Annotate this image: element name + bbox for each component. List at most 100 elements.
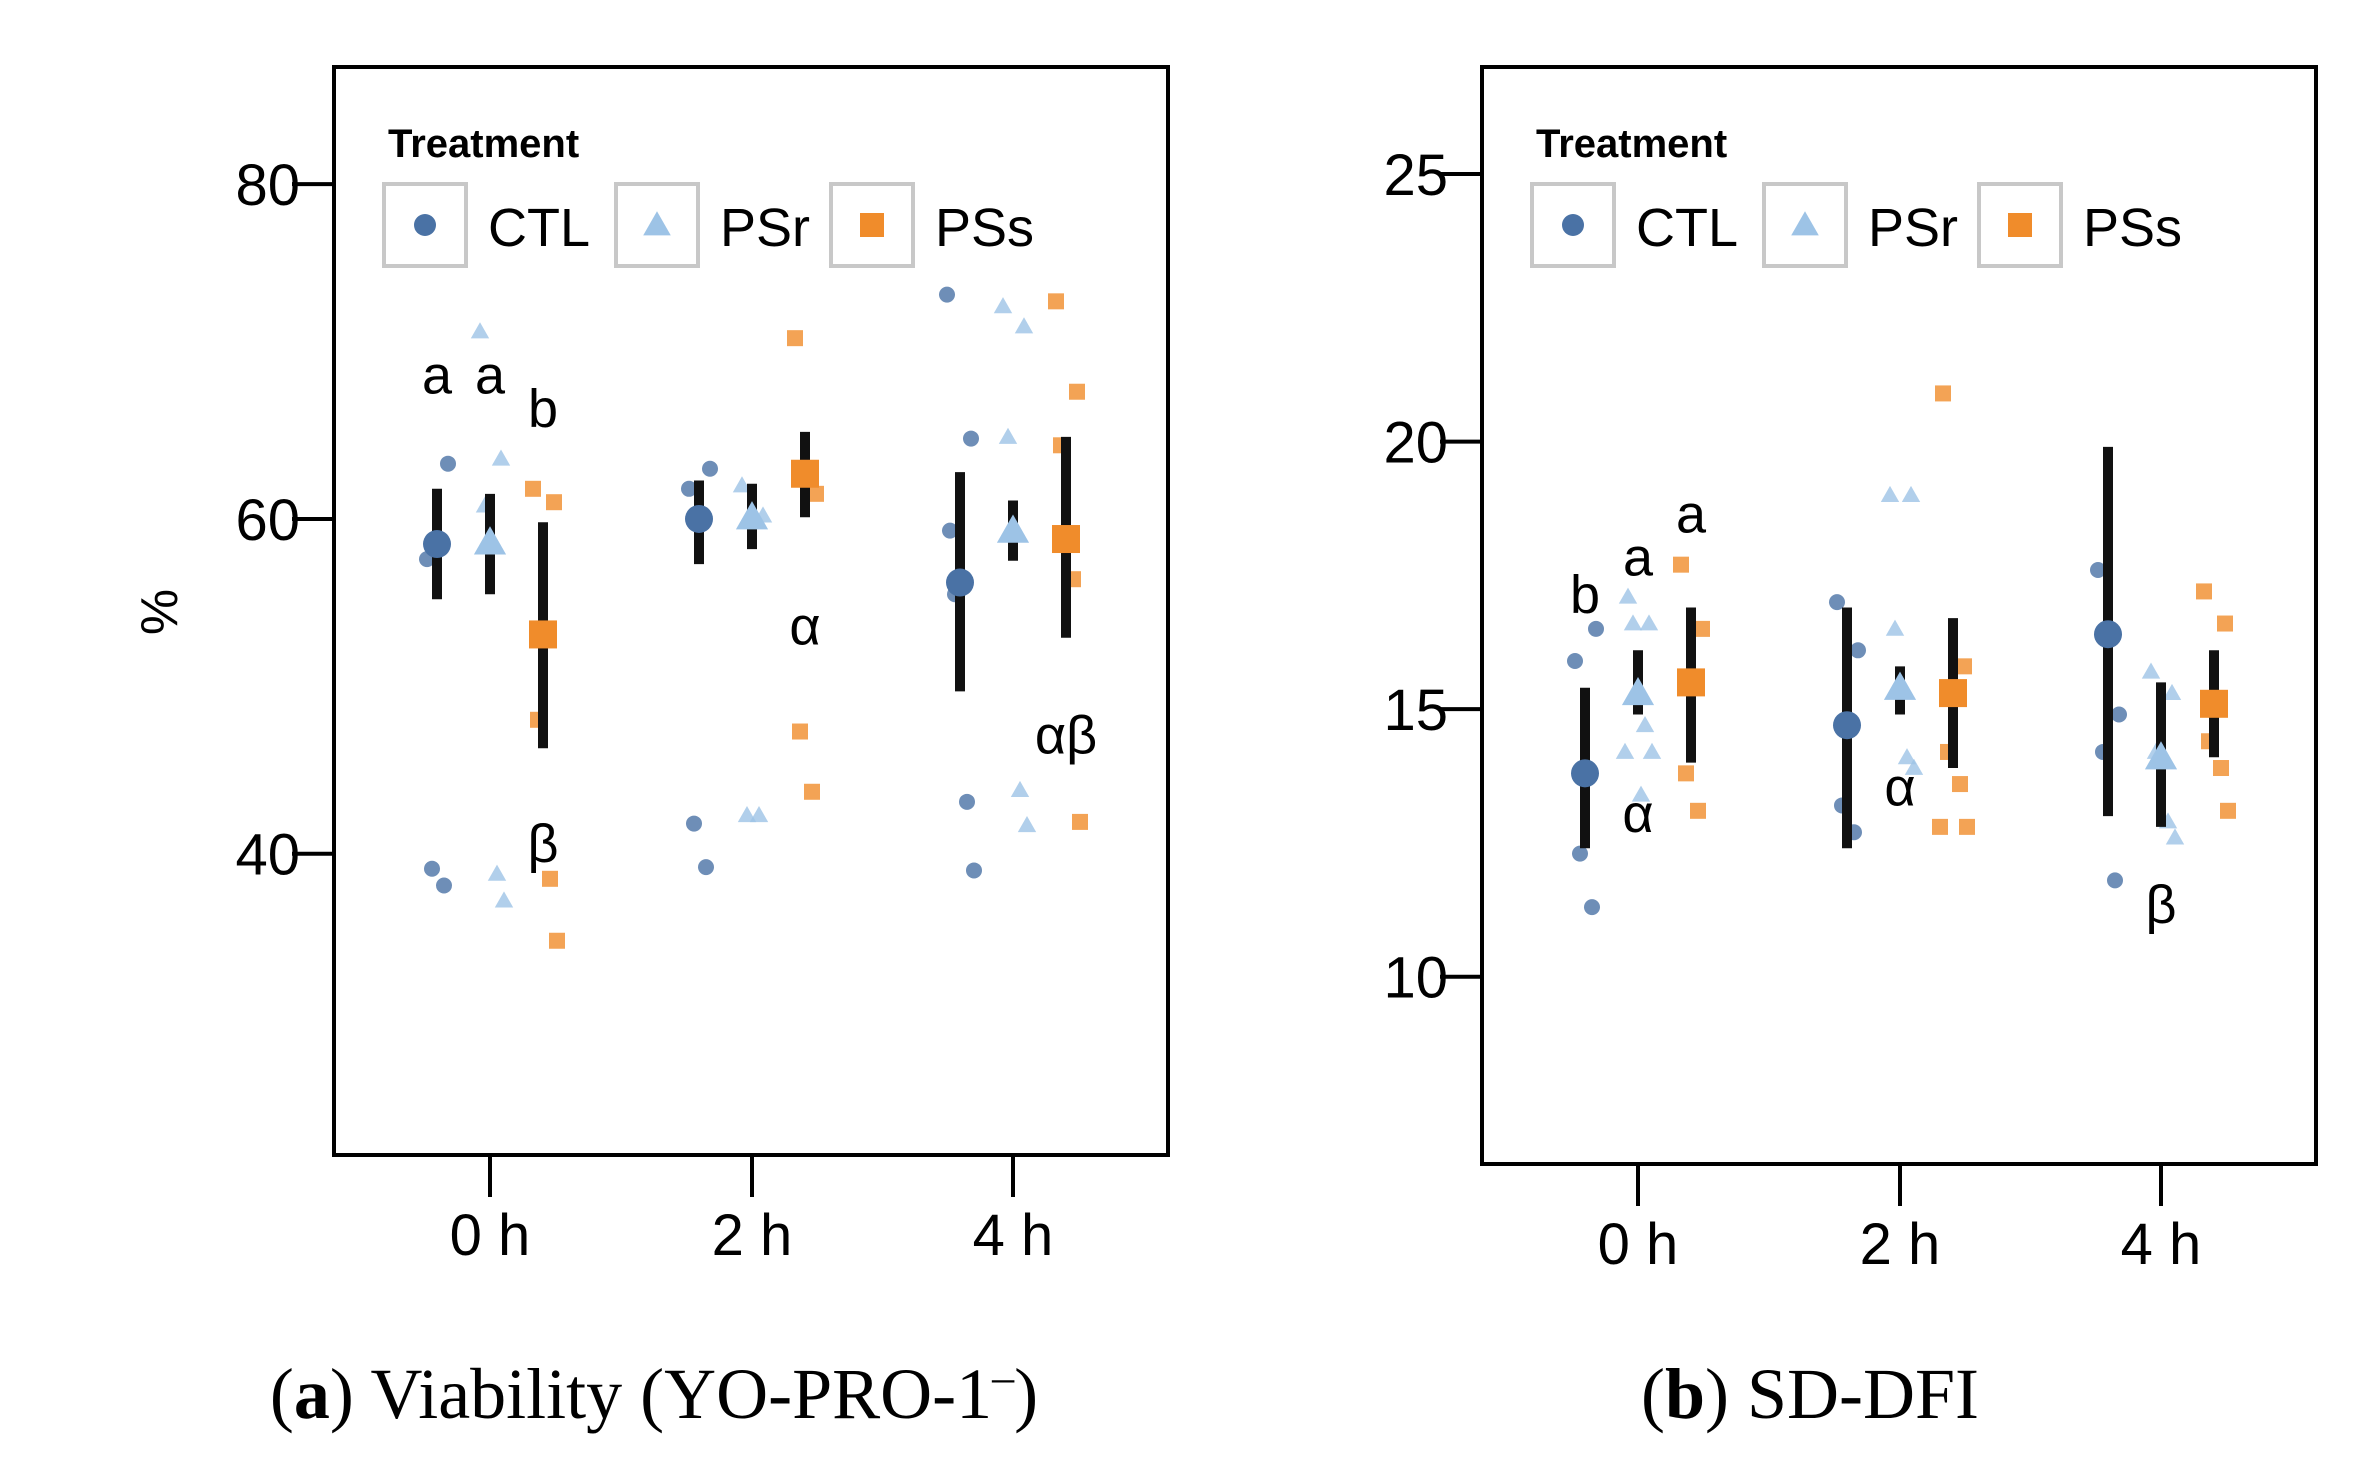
data-point	[1642, 742, 1662, 759]
data-point	[959, 793, 975, 810]
x-tick-label: 4 h	[2121, 1212, 2202, 1277]
significance-letter: β	[2145, 875, 2176, 935]
x-axis: 0 h 2 h 4 h	[450, 1155, 1053, 1268]
data-point	[2111, 706, 2127, 723]
data-point	[1956, 658, 1972, 675]
data-point	[939, 286, 955, 303]
data-point	[1901, 485, 1921, 502]
mean-marker	[735, 501, 769, 530]
y-axis: 40 60 80	[235, 153, 334, 888]
data-point	[2162, 683, 2182, 700]
data-point	[2090, 562, 2106, 579]
caption-letter: a	[294, 1354, 330, 1434]
significance-letter: a	[1623, 527, 1654, 587]
data-point	[2220, 802, 2236, 819]
legend-key-psr	[643, 211, 671, 236]
data-point	[1880, 485, 1900, 502]
legend-items: CTL PSr PSs	[1530, 182, 2182, 268]
legend-key-ctl	[1562, 214, 1584, 236]
data-point	[1623, 614, 1643, 631]
mean-marker	[529, 620, 557, 649]
y-axis-label: %	[131, 589, 189, 635]
significance-letter: α	[1622, 784, 1653, 844]
y-tick-label: 20	[1383, 411, 1448, 476]
data-point	[1850, 642, 1866, 659]
data-points	[1567, 385, 2236, 916]
data-point	[686, 815, 702, 832]
significance-letter: β	[527, 814, 558, 874]
data-point	[1959, 818, 1975, 835]
data-point	[1010, 780, 1030, 798]
mean-marker	[2200, 689, 2228, 718]
data-point	[1567, 652, 1583, 669]
y-tick-label: 80	[235, 153, 300, 218]
data-point	[494, 891, 514, 908]
data-point	[491, 449, 511, 466]
mean-marker	[1052, 525, 1080, 554]
data-point	[2213, 760, 2229, 777]
significance-letter: b	[1570, 565, 1600, 625]
data-point	[1615, 742, 1635, 759]
y-axis: 10 15 20 25	[1383, 143, 1482, 1011]
legend-title: Treatment	[1536, 122, 1727, 166]
mean-markers	[423, 459, 1080, 649]
data-point	[1935, 385, 1951, 402]
data-point	[808, 485, 824, 502]
data-point	[966, 862, 982, 879]
x-tick-label: 2 h	[1860, 1212, 1941, 1277]
mean-marker	[2144, 741, 2178, 770]
data-point	[787, 330, 803, 347]
caption-title: Viability (YO-PRO-1	[371, 1354, 993, 1434]
mean-marker	[2094, 620, 2122, 649]
data-point	[749, 806, 769, 823]
legend-key-psr	[1791, 211, 1819, 236]
mean-marker	[1571, 759, 1599, 788]
y-tick-label: 60	[235, 488, 300, 553]
legend-label: PSr	[1868, 198, 1958, 258]
legend-key-pss	[2008, 213, 2032, 237]
legend-title: Treatment	[388, 122, 579, 166]
legend-label: PSs	[2083, 198, 2182, 258]
data-point	[698, 859, 714, 876]
caption-b: (b) SD-DFI	[1641, 1354, 1979, 1434]
data-point	[1639, 614, 1659, 631]
data-point	[1069, 383, 1085, 400]
data-point	[1904, 758, 1924, 775]
data-point	[1014, 317, 1034, 334]
mean-marker	[1939, 679, 1967, 708]
significance-letter: a	[422, 345, 453, 405]
significance-letter: a	[475, 345, 506, 405]
y-tick-label: 15	[1383, 678, 1448, 743]
data-point	[1584, 899, 1600, 916]
caption-letter: b	[1665, 1354, 1705, 1434]
significance-letter: α	[789, 596, 820, 656]
data-point	[737, 806, 757, 823]
data-point	[1017, 816, 1037, 833]
mean-marker	[1883, 671, 1917, 700]
data-point	[2196, 583, 2212, 600]
x-axis: 0 h 2 h 4 h	[1598, 1164, 2202, 1277]
data-point	[732, 476, 752, 493]
mean-marker	[1833, 711, 1861, 740]
mean-marker	[791, 459, 819, 488]
legend-items: CTL PSr PSs	[382, 182, 1034, 268]
legend: Treatment CTL PSr PSs	[382, 122, 1034, 268]
significance-letter: a	[1676, 485, 1707, 545]
mean-marker	[685, 504, 713, 533]
legend-key-ctl	[414, 214, 436, 236]
mean-marker	[1677, 668, 1705, 697]
data-point	[440, 455, 456, 472]
caption-close: )	[1014, 1354, 1038, 1434]
data-point	[1829, 594, 1845, 611]
data-point	[542, 870, 558, 887]
data-point	[549, 932, 565, 949]
legend-label: CTL	[1636, 198, 1738, 258]
x-tick-label: 0 h	[1598, 1212, 1679, 1277]
data-point	[1673, 556, 1689, 573]
data-point	[998, 427, 1018, 444]
data-point	[2141, 662, 2161, 679]
mean-marker	[473, 526, 507, 555]
